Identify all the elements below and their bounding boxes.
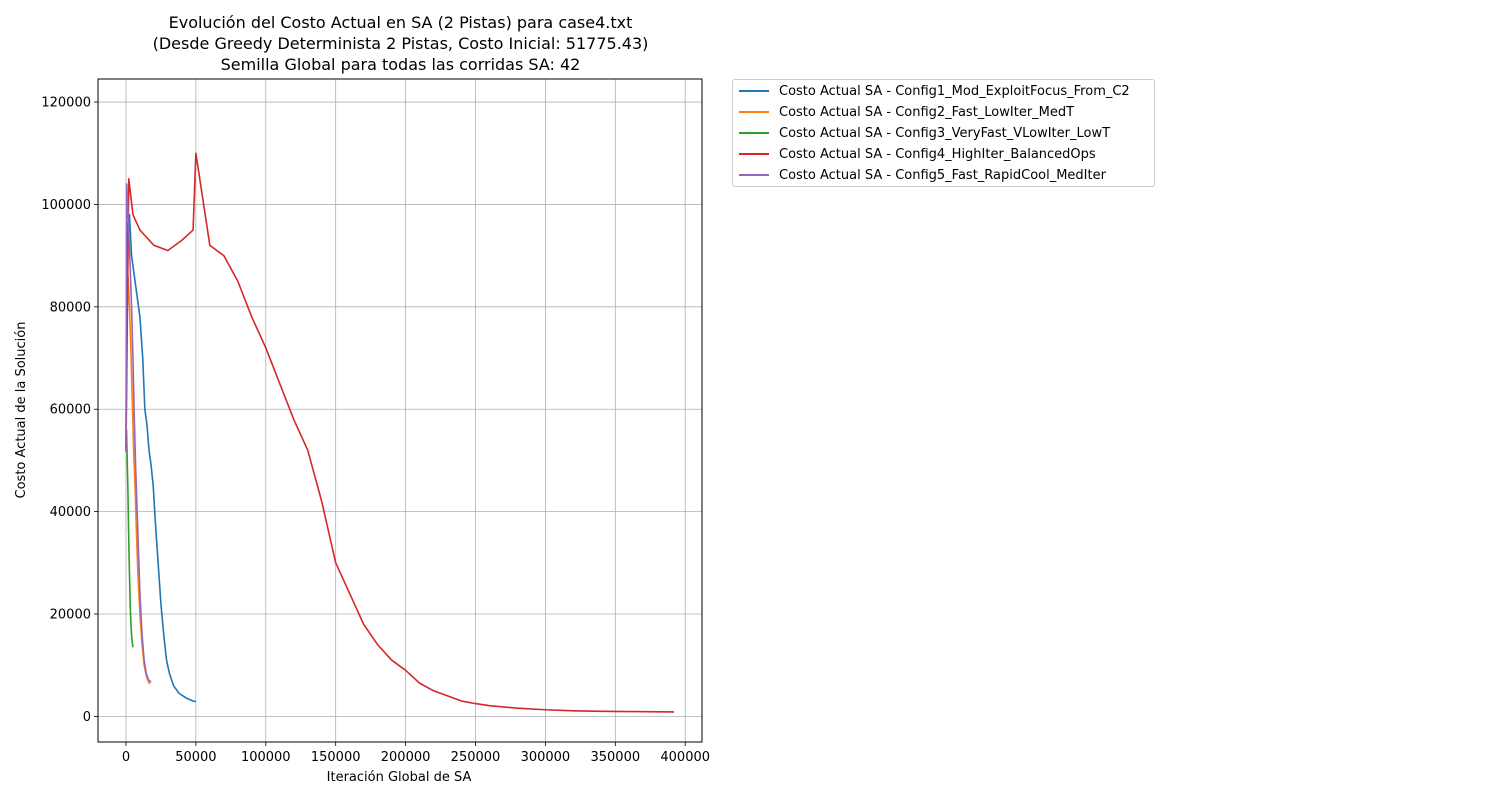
legend-label-config1: Costo Actual SA - Config1_Mod_ExploitFoc… <box>779 83 1130 99</box>
legend-label-config5: Costo Actual SA - Config5_Fast_RapidCool… <box>779 167 1106 183</box>
x-tick-label: 0 <box>122 750 130 765</box>
chart-title-line-2: (Desde Greedy Determinista 2 Pistas, Cos… <box>152 34 649 53</box>
legend-item-config4: Costo Actual SA - Config4_HighIter_Balan… <box>739 144 1096 164</box>
x-tick-label: 250000 <box>451 750 501 765</box>
y-tick-label: 0 <box>83 710 91 725</box>
grid-lines <box>98 79 702 742</box>
x-axis-label: Iteración Global de SA <box>327 770 472 785</box>
legend-item-config5: Costo Actual SA - Config5_Fast_RapidCool… <box>739 165 1106 185</box>
y-tick-label: 100000 <box>41 198 91 213</box>
y-tick-label: 20000 <box>50 608 91 623</box>
x-tick-label: 50000 <box>175 750 216 765</box>
legend-item-config3: Costo Actual SA - Config3_VeryFast_VLowI… <box>739 123 1110 143</box>
legend-label-config2: Costo Actual SA - Config2_Fast_LowIter_M… <box>779 104 1075 120</box>
x-tick-label: 400000 <box>660 750 710 765</box>
x-tick-label: 150000 <box>311 750 361 765</box>
x-tick-label: 300000 <box>521 750 571 765</box>
legend-item-config2: Costo Actual SA - Config2_Fast_LowIter_M… <box>739 102 1074 122</box>
legend-swatch-config4 <box>739 153 769 155</box>
chart-title-line-1: Evolución del Costo Actual en SA (2 Pist… <box>168 13 633 32</box>
chart-title-line-3: Semilla Global para todas las corridas S… <box>220 55 581 74</box>
legend-label-config3: Costo Actual SA - Config3_VeryFast_VLowI… <box>779 125 1111 141</box>
legend-swatch-config1 <box>739 90 769 92</box>
plot-frame <box>97 78 703 743</box>
legend-swatch-config2 <box>739 111 769 113</box>
x-tick-label: 200000 <box>381 750 431 765</box>
y-tick-label: 80000 <box>50 300 91 315</box>
y-tick-label: 120000 <box>41 96 91 111</box>
y-tick-label: 60000 <box>50 403 91 418</box>
y-tick-label: 40000 <box>50 505 91 520</box>
plot-area-background <box>98 79 702 742</box>
series-line-config4 <box>125 152 675 713</box>
legend-swatch-config3 <box>739 132 769 134</box>
legend-label-config4: Costo Actual SA - Config4_HighIter_Balan… <box>779 146 1096 162</box>
series-lines <box>125 152 675 713</box>
series-line-config3 <box>125 428 134 648</box>
legend-item-config1: Costo Actual SA - Config1_Mod_ExploitFoc… <box>739 81 1130 101</box>
chart-legend: Costo Actual SA - Config1_Mod_ExploitFoc… <box>732 79 1155 187</box>
series-line-config5 <box>125 183 152 683</box>
y-axis-label: Costo Actual de la Solución <box>14 322 29 499</box>
x-tick-label: 350000 <box>590 750 640 765</box>
axis-ticks: 0 50000 100000 150000 200000 250000 300000 3500… <box>41 96 710 765</box>
legend-swatch-config5 <box>739 174 769 176</box>
x-tick-label: 100000 <box>241 750 291 765</box>
series-line-config1 <box>125 213 197 703</box>
